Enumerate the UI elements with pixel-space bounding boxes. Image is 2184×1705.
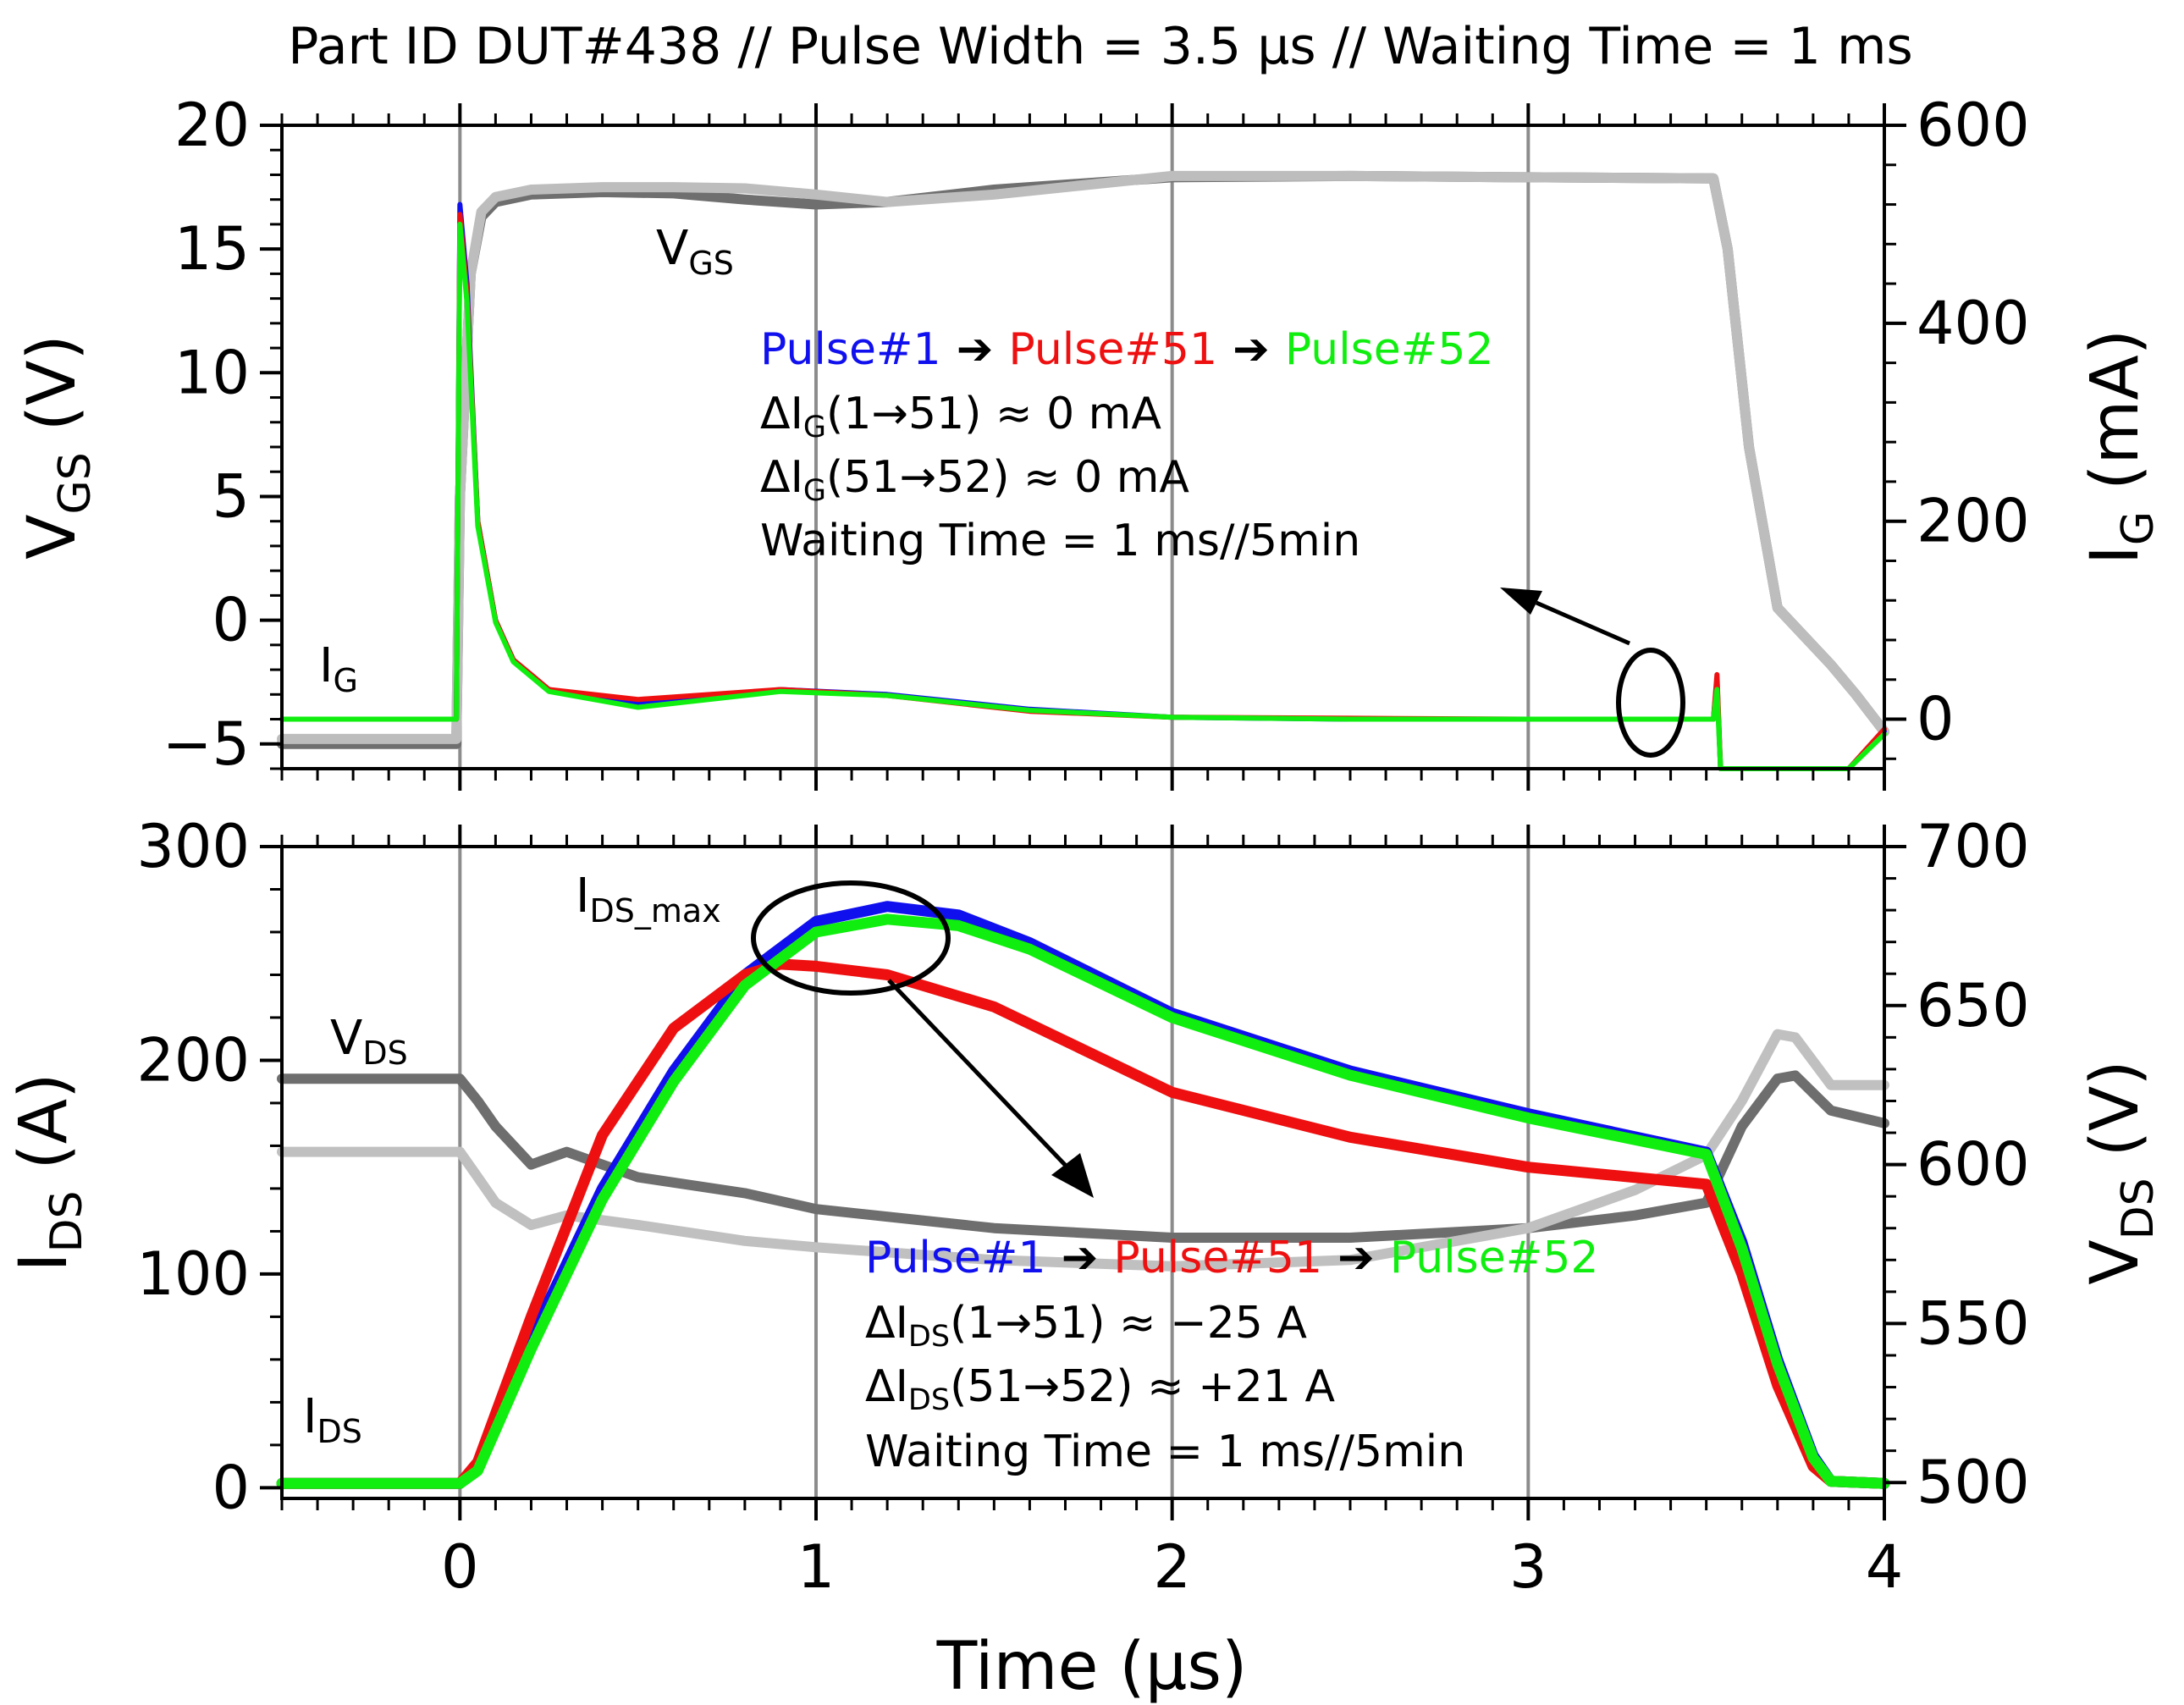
bottom-right-y-tick-label: 650 — [1917, 971, 2030, 1040]
bottom-left-y-tick-label: 300 — [136, 812, 250, 881]
bottom-pulse-sequence: Pulse#1 ➔ Pulse#51 ➔ Pulse#52 — [865, 1233, 1599, 1283]
top-delta-ig-51-52: ΔIG(51→52) ≈ 0 mA — [760, 452, 1189, 508]
top-right-y-tick-label: 200 — [1917, 487, 2030, 556]
bottom-series-vds-trace-b- — [277, 1029, 1889, 1272]
x-tick-label: 1 — [797, 1532, 836, 1602]
x-tick-label: 3 — [1509, 1532, 1547, 1602]
bottom-delta-ids-51-52: ΔIDS(51→52) ≈ +21 A — [865, 1361, 1335, 1417]
bottom-ticks: 0 1 2 3 4 0 100 200 300 500 550 600 650 700 — [136, 812, 2029, 1602]
chart-title: Part ID DUT#438 // Pulse Width = 3.5 µs … — [288, 17, 1912, 76]
top-series — [277, 170, 1889, 771]
bottom-panel: 0 1 2 3 4 0 100 200 300 500 550 600 650 700 IDS (A) V… — [6, 812, 2164, 1705]
top-left-y-tick-label: 10 — [174, 338, 250, 407]
top-delta-ig-1-51: ΔIG(1→51) ≈ 0 mA — [760, 389, 1161, 444]
x-tick-label: 4 — [1866, 1532, 1904, 1602]
ids-max-label: IDS_max — [576, 869, 721, 930]
bottom-plot-frame — [280, 845, 1886, 1500]
top-left-y-tick-label: 0 — [212, 586, 250, 655]
vds-curve-label: VDS — [330, 1011, 408, 1072]
top-left-y-tick-label: 5 — [212, 461, 250, 531]
ig-curve-label: IG — [319, 638, 358, 699]
x-tick-label: 2 — [1153, 1532, 1191, 1602]
bottom-left-y-tick-label: 0 — [212, 1453, 250, 1522]
bottom-left-y-tick-label: 100 — [136, 1239, 250, 1309]
bottom-series-vds-trace-a- — [277, 1070, 1889, 1243]
top-gridlines — [458, 125, 1530, 769]
vgs-curve-label: VGS — [656, 221, 734, 282]
x-tick-label: 0 — [441, 1532, 479, 1602]
bottom-left-y-tick-label: 200 — [136, 1025, 250, 1095]
bottom-series-pulse-51 — [276, 958, 1890, 1489]
top-left-y-tick-label: 15 — [174, 214, 250, 284]
top-pointer-arrow-line — [1536, 600, 1630, 646]
top-series-vgs-trace-b- — [277, 170, 1889, 744]
top-right-axis-title: IG (mA) — [2077, 329, 2164, 565]
bottom-left-axis-title: IDS (A) — [6, 1073, 92, 1272]
bottom-right-y-tick-label: 500 — [1917, 1448, 2030, 1517]
bottom-right-y-tick-label: 550 — [1917, 1288, 2030, 1358]
x-axis-title: Time (µs) — [936, 1629, 1248, 1705]
bottom-right-y-tick-label: 600 — [1917, 1130, 2030, 1200]
top-highlight-ellipse — [1616, 648, 1685, 758]
top-left-y-tick-label: −5 — [163, 709, 250, 779]
top-right-y-tick-label: 600 — [1917, 91, 2030, 160]
ids-max-highlight-ellipse — [751, 880, 951, 996]
top-left-y-tick-label: 20 — [174, 91, 250, 160]
bottom-waiting-time: Waiting Time = 1 ms//5min — [865, 1426, 1465, 1477]
top-pulse-sequence: Pulse#1 ➔ Pulse#51 ➔ Pulse#52 — [760, 324, 1494, 375]
bottom-series-pulse-52 — [276, 913, 1890, 1489]
top-right-y-tick-label: 0 — [1917, 685, 1955, 754]
top-waiting-time: Waiting Time = 1 ms//5min — [760, 516, 1360, 566]
top-left-axis-title: VGS (V) — [14, 334, 101, 560]
bottom-series — [276, 901, 1890, 1489]
top-right-y-tick-label: 400 — [1917, 289, 2030, 358]
top-pointer-arrow-head — [1500, 588, 1542, 615]
bottom-right-y-tick-label: 700 — [1917, 812, 2030, 881]
bottom-delta-ids-1-51: ΔIDS(1→51) ≈ −25 A — [865, 1298, 1307, 1354]
top-series-pulse-52 — [279, 221, 1887, 771]
bottom-right-axis-title: VDS (V) — [2077, 1060, 2164, 1284]
ids-curve-label: IDS — [303, 1389, 362, 1450]
bottom-pointer-arrow-head — [1051, 1153, 1094, 1198]
bottom-pointer-arrow-line — [887, 979, 1070, 1170]
